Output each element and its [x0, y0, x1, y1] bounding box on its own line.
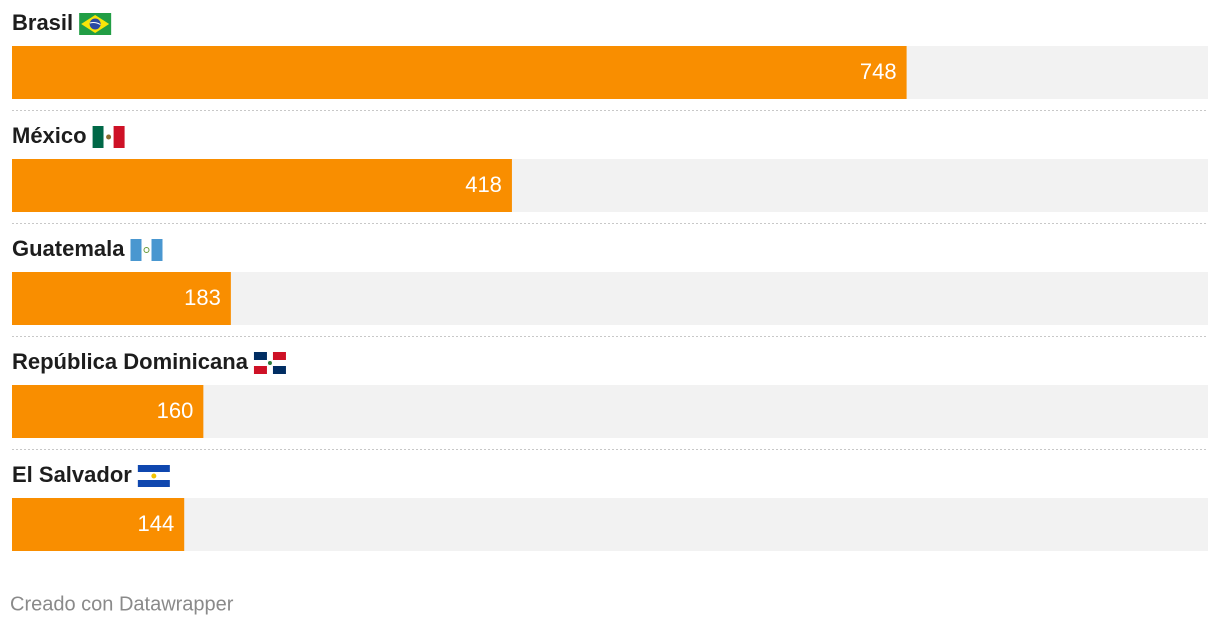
flag-dominican-republic [253, 352, 286, 374]
value-label: 144 [138, 511, 175, 536]
bar-background [12, 385, 1208, 438]
credit: Creado con Datawrapper [10, 593, 234, 615]
bar-background [12, 498, 1208, 551]
flag-mexico [92, 126, 125, 148]
value-label: 160 [157, 398, 194, 423]
bar [12, 498, 185, 551]
category-label: El Salvador [12, 462, 132, 487]
bar [12, 159, 512, 212]
bar [12, 272, 231, 325]
bar [12, 385, 204, 438]
category-label: México [12, 123, 87, 148]
flag-el-salvador [137, 465, 170, 487]
value-label: 748 [860, 59, 897, 84]
category-label: Brasil [12, 10, 73, 35]
bar [12, 46, 907, 99]
flags [79, 13, 286, 487]
category-label: República Dominicana [12, 349, 249, 374]
category-label: Guatemala [12, 236, 125, 261]
value-label: 418 [465, 172, 502, 197]
flag-brazil [79, 13, 112, 35]
value-label: 183 [184, 285, 221, 310]
flag-guatemala [130, 239, 163, 261]
